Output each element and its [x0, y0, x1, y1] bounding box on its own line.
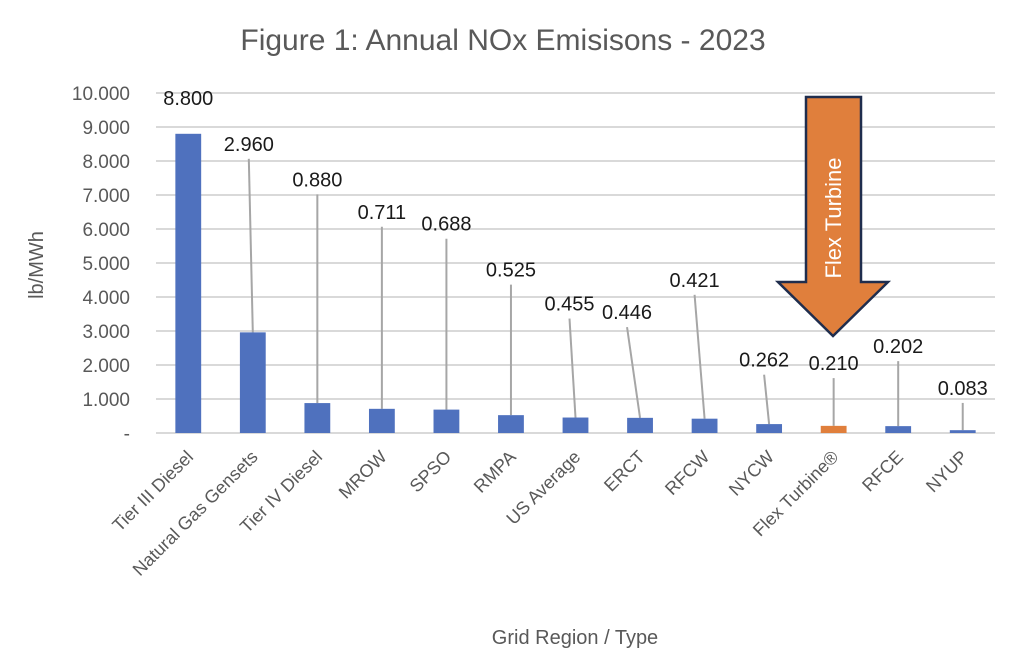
chart-title: Figure 1: Annual NOx Emisisons - 2023	[240, 24, 765, 57]
bar	[949, 430, 976, 433]
data-labels: 8.800 2.960 0.880 0.711 0.688 0.525 0.455 0.446…	[163, 88, 988, 400]
x-category-label: RFCW	[661, 447, 713, 499]
x-category-label: RFCE	[858, 447, 907, 496]
bar	[627, 417, 653, 433]
y-axis-ticks: - 1.000 2.000 3.000 4.000 5.000 6.000 7.000 8.00…	[72, 84, 130, 445]
leader-lines	[247, 158, 964, 431]
x-category-label: SPSO	[406, 447, 456, 497]
x-category-label: NYUP	[922, 447, 972, 497]
y-tick-label: 2.000	[82, 356, 130, 377]
data-label: 0.262	[739, 350, 789, 372]
arrow-label: Flex Turbine	[821, 157, 846, 278]
leader-line	[568, 318, 577, 418]
leader-line	[626, 326, 642, 418]
data-label: 0.525	[486, 260, 536, 282]
data-label: 0.083	[938, 378, 988, 400]
leader-line	[763, 374, 771, 425]
leader-line	[247, 158, 254, 333]
x-category-label: Natural Gas Gensets	[129, 447, 262, 580]
bar	[820, 425, 847, 433]
y-tick-label: 5.000	[82, 254, 130, 275]
data-label: 0.880	[292, 170, 342, 192]
bar	[691, 418, 718, 433]
bar	[562, 417, 589, 433]
bar	[885, 426, 912, 433]
down-arrow-icon	[774, 95, 892, 338]
x-axis-label: Grid Region / Type	[492, 627, 658, 649]
y-tick-label: -	[124, 424, 130, 445]
x-category-label: MROW	[335, 447, 391, 503]
data-label: 8.800	[163, 88, 213, 110]
x-category-label: NYCW	[725, 447, 778, 500]
y-tick-label: 1.000	[82, 390, 130, 411]
leader-line	[693, 294, 706, 419]
bar	[433, 409, 460, 433]
y-tick-label: 8.000	[82, 152, 130, 173]
bar	[175, 133, 202, 434]
x-category-label: RMPA	[470, 447, 520, 497]
gridlines	[156, 92, 995, 434]
y-tick-label: 7.000	[82, 186, 130, 207]
data-label: 0.202	[873, 336, 923, 358]
y-tick-label: 10.000	[72, 84, 130, 105]
data-label: 2.960	[224, 134, 274, 156]
bar	[239, 332, 266, 433]
data-label: 0.711	[358, 202, 407, 224]
y-tick-label: 9.000	[82, 118, 130, 139]
x-category-label: ERCT	[600, 447, 649, 496]
data-label: 0.688	[421, 214, 471, 236]
data-label: 0.455	[544, 294, 594, 316]
bar	[498, 415, 524, 433]
bars	[175, 133, 976, 434]
y-tick-label: 3.000	[82, 322, 130, 343]
data-label: 0.210	[809, 353, 859, 375]
bar	[304, 403, 331, 433]
data-label: 0.446	[602, 302, 652, 324]
bar	[368, 408, 395, 433]
data-label: 0.421	[670, 270, 720, 292]
bar	[756, 424, 783, 433]
y-tick-label: 6.000	[82, 220, 130, 241]
y-axis-label: lb/MWh	[26, 231, 48, 299]
flex-turbine-arrow-callout: Flex Turbine	[774, 95, 892, 338]
y-tick-label: 4.000	[82, 288, 130, 309]
